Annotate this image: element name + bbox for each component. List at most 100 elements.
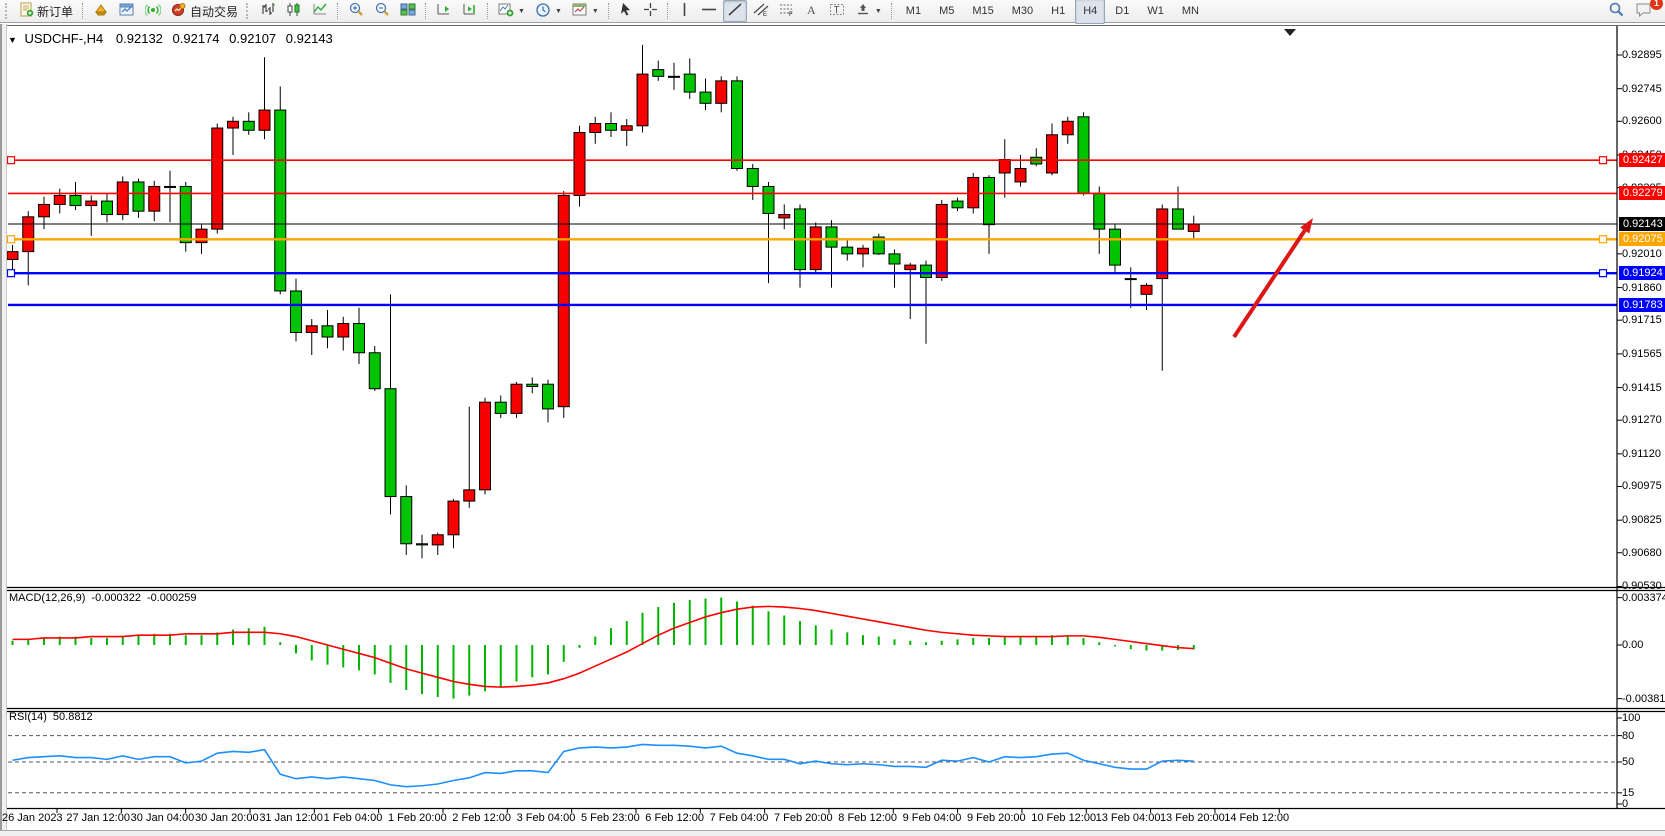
candlestick-chart-button[interactable]	[282, 0, 306, 22]
chat-button[interactable]: 1	[1631, 0, 1663, 22]
timeframe-MN[interactable]: MN	[1181, 5, 1199, 17]
vertical-line-tool-button[interactable]	[674, 0, 695, 22]
price-tick-0.91565: 0.91565	[1622, 347, 1662, 360]
trendline-tool-button[interactable]	[722, 0, 747, 22]
search-button[interactable]	[1604, 0, 1629, 22]
time-label: 1 Feb 20:00	[387, 812, 447, 824]
rsi-line	[12, 743, 1194, 788]
price-tick-0.90975: 0.90975	[1622, 480, 1662, 493]
time-label: 26 Jan 2023	[2, 812, 63, 824]
market-window-icon	[119, 2, 135, 20]
text-label-icon: T	[829, 2, 845, 20]
zoom-in-icon	[348, 2, 364, 21]
time-label: 9 Feb 04:00	[902, 812, 962, 824]
price-badge-0.92427: 0.92427	[1619, 153, 1665, 168]
window-left-gutter[interactable]	[0, 24, 7, 832]
price-tick-0.92895: 0.92895	[1622, 49, 1662, 61]
timeframe-M1[interactable]: M1	[905, 5, 922, 17]
time-label: 30 Jan 04:00	[130, 812, 195, 824]
rsi-axis-15: 15	[1622, 786, 1635, 799]
new-order-button[interactable]: 新订单	[15, 0, 77, 22]
cursor-tool-button[interactable]	[615, 0, 637, 22]
periods-dropdown-caret[interactable]: ▼	[554, 7, 562, 15]
annotations-layer[interactable]	[1232, 29, 1313, 339]
auto-trading-icon	[171, 2, 187, 20]
auto-scroll-button[interactable]	[432, 0, 456, 22]
price-tick-0.92745: 0.92745	[1622, 82, 1662, 95]
hline-handle[interactable]	[6, 156, 16, 165]
hline-handle[interactable]	[1598, 235, 1608, 244]
toolbar-grip	[5, 3, 11, 19]
quote-open: 0.92132	[115, 31, 163, 46]
candles-icon	[286, 2, 302, 20]
price-tick-0.90825: 0.90825	[1622, 514, 1662, 527]
rsi-axis-0: 0	[1622, 798, 1629, 810]
zoom-in-button[interactable]	[344, 0, 368, 22]
crosshair-tool-button[interactable]	[639, 0, 662, 22]
timeframe-W1[interactable]: W1	[1147, 5, 1164, 17]
price-tick-0.90530: 0.90530	[1622, 580, 1662, 593]
fibonacci-tool-button[interactable]: F	[775, 0, 799, 22]
macd-value-main: -0.000322	[91, 592, 141, 604]
arrows-dropdown-caret[interactable]: ▼	[874, 7, 882, 15]
hline-handle[interactable]	[6, 269, 16, 278]
auto-trading-button[interactable]: 自动交易	[167, 0, 242, 22]
line-chart-button[interactable]	[308, 0, 332, 22]
rsi-indicator-label: RSI(14) 50.8812	[9, 711, 99, 723]
svg-text:T: T	[833, 5, 839, 16]
price-badge-0.92279: 0.92279	[1619, 186, 1665, 201]
price-tick-0.91270: 0.91270	[1622, 414, 1662, 427]
signals-button[interactable]	[141, 0, 165, 22]
text-tool-button[interactable]: A	[801, 0, 823, 22]
trend-arrow-head	[1300, 218, 1313, 234]
hline-handle[interactable]	[1598, 269, 1608, 278]
macd-pane[interactable]	[11, 597, 1195, 699]
timeframe-M15[interactable]: M15	[972, 5, 994, 17]
cursor-icon	[619, 2, 633, 20]
timeframe-M5[interactable]: M5	[939, 5, 955, 17]
quote-close: 0.92143	[285, 31, 333, 46]
periods-button[interactable]: ▼	[531, 0, 566, 22]
rsi-pane[interactable]	[8, 735, 1617, 794]
toolbar: 新订单 自动交易	[0, 0, 1665, 24]
tile-windows-icon	[400, 2, 416, 20]
templates-button[interactable]: ▼	[568, 0, 603, 22]
macd-indicator-label: MACD(12,26,9) -0.000322 -0.000259	[9, 592, 203, 604]
time-label: 13 Feb 20:00	[1159, 812, 1225, 824]
price-badge-0.91783: 0.91783	[1619, 297, 1665, 312]
indicators-button[interactable]: ▼	[494, 0, 529, 22]
rsi-axis-50: 50	[1622, 756, 1635, 768]
chart-canvas[interactable]	[0, 24, 1665, 836]
chart-shift-marker[interactable]	[1284, 29, 1296, 36]
time-label: 7 Feb 20:00	[773, 812, 833, 824]
timeframe-H1[interactable]: H1	[1051, 5, 1066, 17]
timeframe-D1[interactable]: D1	[1115, 5, 1130, 17]
bar-chart-icon	[260, 2, 276, 20]
indicators-dropdown-caret[interactable]: ▼	[518, 7, 525, 15]
search-icon	[1608, 1, 1625, 21]
bar-chart-button[interactable]	[256, 0, 280, 22]
hline-handle[interactable]	[6, 235, 16, 244]
timeframe-H4[interactable]: H4	[1075, 0, 1106, 24]
arrows-tool-button[interactable]: ▼	[851, 0, 886, 22]
market-window-button[interactable]	[115, 0, 139, 22]
text-label-tool-button[interactable]: T	[825, 0, 849, 22]
tile-windows-button[interactable]	[396, 0, 420, 22]
line-chart-icon	[312, 2, 328, 20]
price-tick-0.91715: 0.91715	[1622, 314, 1662, 327]
charts-button[interactable]	[89, 0, 113, 22]
zoom-out-button[interactable]	[370, 0, 394, 22]
svg-text:F: F	[789, 12, 793, 17]
chart-shift-button[interactable]	[458, 0, 482, 22]
hline-handle[interactable]	[1598, 156, 1608, 165]
timeframe-M30[interactable]: M30	[1011, 5, 1034, 17]
templates-dropdown-caret[interactable]: ▼	[591, 7, 599, 15]
horizontal-line-icon	[701, 2, 717, 20]
chat-badge: 1	[1650, 0, 1663, 10]
rsi-name: RSI(14)	[9, 711, 47, 723]
horizontal-line-tool-button[interactable]	[697, 0, 721, 22]
time-label: 10 Feb 12:00	[1031, 812, 1097, 824]
channel-tool-button[interactable]: E	[749, 0, 773, 22]
equidistant-channel-icon: E	[753, 2, 769, 20]
window-menu-caret[interactable]: ▼	[8, 35, 17, 45]
